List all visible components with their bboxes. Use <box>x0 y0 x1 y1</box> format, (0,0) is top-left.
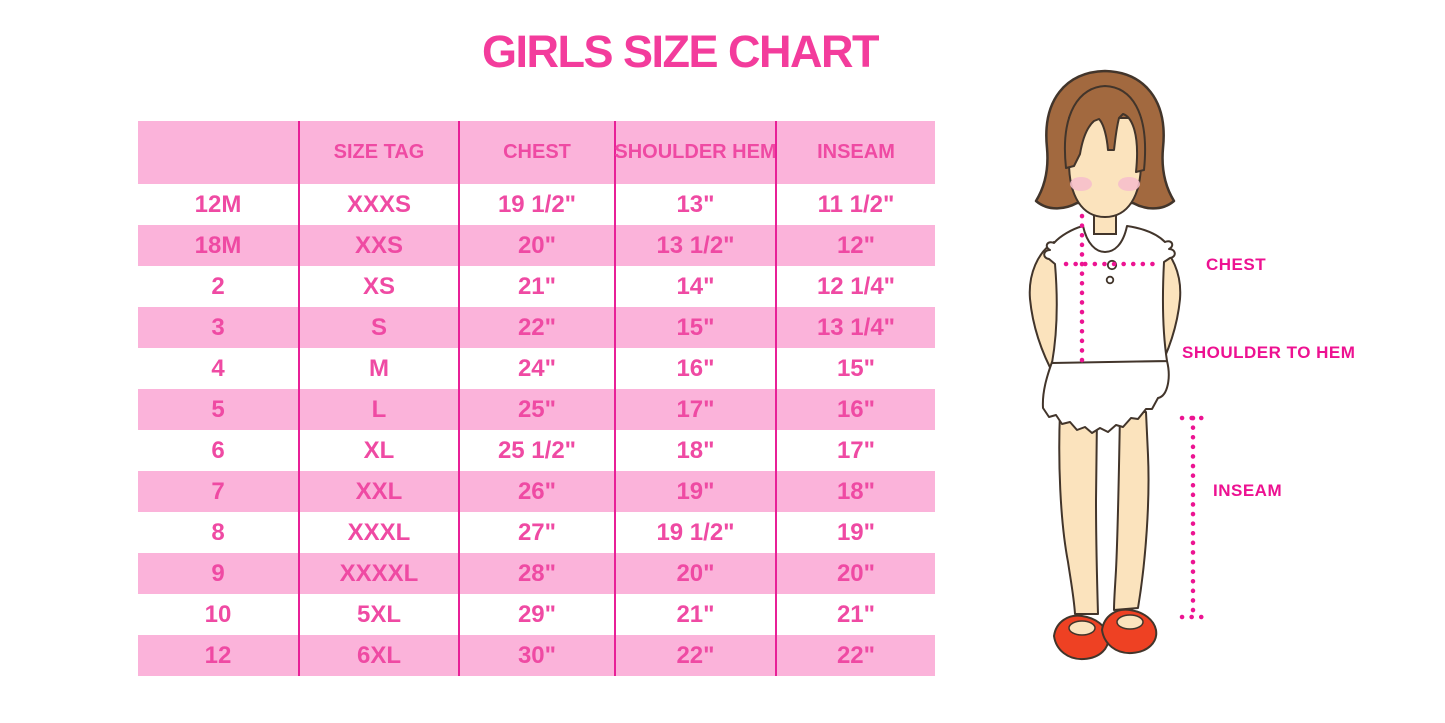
table-cell: XXS <box>298 225 458 266</box>
table-cell: 12" <box>775 225 935 266</box>
table-cell: 19" <box>775 512 935 553</box>
table-cell: 13" <box>614 184 775 225</box>
table-cell: 30" <box>458 635 614 676</box>
table-row: 2 XS 21" 14" 12 1/4" <box>138 266 935 307</box>
table-cell: M <box>298 348 458 389</box>
table-cell: 24" <box>458 348 614 389</box>
inseam-label: INSEAM <box>1213 481 1283 500</box>
table-cell: 13 1/2" <box>614 225 775 266</box>
table-row: 9 XXXXL 28" 20" 20" <box>138 553 935 594</box>
column-header-cell <box>138 121 298 184</box>
table-cell: 10 <box>204 600 232 628</box>
table-header-row: SIZE TAG CHEST SHOULDER HEM INSEAM <box>138 121 935 184</box>
table-cell: XXL <box>298 471 458 512</box>
table-row: 3 S 22" 15" 13 1/4" <box>138 307 935 348</box>
size-chart-table: SIZE TAG CHEST SHOULDER HEM INSEAM 12M XXXS 19… <box>138 121 935 676</box>
table-cell: S <box>298 307 458 348</box>
table-cell: 12 1/4" <box>775 266 935 307</box>
table-cell: 19 1/2" <box>458 184 614 225</box>
table-cell: L <box>298 389 458 430</box>
blush-left <box>1070 177 1092 191</box>
blush-right <box>1118 177 1140 191</box>
table-cell: 25" <box>458 389 614 430</box>
table-cell: XL <box>298 430 458 471</box>
table-cell: 22" <box>614 635 775 676</box>
column-header-cell: INSEAM <box>775 121 935 184</box>
table-cell: 17" <box>614 389 775 430</box>
table-cell: XXXS <box>298 184 458 225</box>
table-row: 18M XXS 20" 13 1/2" 12" <box>138 225 935 266</box>
table-row: 7 XXL 26" 19" 18" <box>138 471 935 512</box>
table-cell: 18" <box>775 471 935 512</box>
table-row: 6 XL 25 1/2" 18" 17" <box>138 430 935 471</box>
table-row: 12 6XL 30" 22" 22" <box>138 635 935 676</box>
girl-shoes <box>1053 608 1158 661</box>
table-cell: 28" <box>458 553 614 594</box>
table-cell: 5 <box>211 395 225 423</box>
table-cell: 15" <box>775 348 935 389</box>
table-row: 4 M 24" 16" 15" <box>138 348 935 389</box>
table-row: 10 5XL 29" 21" 21" <box>138 594 935 635</box>
table-cell: 4 <box>211 354 225 382</box>
table-row: 12M XXXS 19 1/2" 13" 11 1/2" <box>138 184 935 225</box>
table-cell: 9 <box>211 559 225 587</box>
table-cell: 7 <box>211 477 225 505</box>
table-cell: 19 1/2" <box>614 512 775 553</box>
column-header-cell: SHOULDER HEM <box>614 121 777 184</box>
table-cell: 14" <box>614 266 775 307</box>
table-row: 5 L 25" 17" 16" <box>138 389 935 430</box>
table-row: 8 XXXL 27" 19 1/2" 19" <box>138 512 935 553</box>
table-cell: 12M <box>194 190 242 218</box>
table-cell: 15" <box>614 307 775 348</box>
table-cell: XS <box>298 266 458 307</box>
girl-legs <box>1058 411 1150 615</box>
table-cell: 25 1/2" <box>458 430 614 471</box>
table-cell: 20" <box>614 553 775 594</box>
table-cell: 27" <box>458 512 614 553</box>
table-cell: 17" <box>775 430 935 471</box>
shoulder-to-hem-label: SHOULDER TO HEM <box>1182 343 1356 362</box>
table-cell: 29" <box>458 594 614 635</box>
table-cell: XXXL <box>298 512 458 553</box>
table-cell: 13 1/4" <box>775 307 935 348</box>
table-cell: 20" <box>775 553 935 594</box>
table-cell: 18" <box>614 430 775 471</box>
table-cell: 21" <box>458 266 614 307</box>
table-cell: 22" <box>775 635 935 676</box>
table-cell: 12 <box>204 641 232 669</box>
table-cell: 8 <box>211 518 225 546</box>
table-cell: 6 <box>211 436 225 464</box>
table-cell: 16" <box>775 389 935 430</box>
table-cell: 16" <box>614 348 775 389</box>
table-cell: 5XL <box>298 594 458 635</box>
table-cell: 18M <box>194 231 242 259</box>
table-cell: 21" <box>614 594 775 635</box>
table-cell: 21" <box>775 594 935 635</box>
table-cell: 11 1/2" <box>775 184 935 225</box>
table-cell: 26" <box>458 471 614 512</box>
page-title: GIRLS SIZE CHART <box>481 26 880 77</box>
chest-label: CHEST <box>1206 255 1267 274</box>
table-cell: 6XL <box>298 635 458 676</box>
girl-top <box>1043 225 1176 364</box>
table-cell: XXXXL <box>298 553 458 594</box>
girl-illustration <box>1028 69 1207 661</box>
table-cell: 2 <box>211 272 225 300</box>
girl-bangs <box>1063 85 1147 173</box>
top-button <box>1105 275 1115 285</box>
table-cell: 3 <box>211 313 225 341</box>
column-header-cell: CHEST <box>458 121 614 184</box>
table-cell: 20" <box>458 225 614 266</box>
table-cell: 22" <box>458 307 614 348</box>
girl-skirt <box>1041 360 1170 434</box>
column-header-cell: SIZE TAG <box>298 121 458 184</box>
table-cell: 19" <box>614 471 775 512</box>
